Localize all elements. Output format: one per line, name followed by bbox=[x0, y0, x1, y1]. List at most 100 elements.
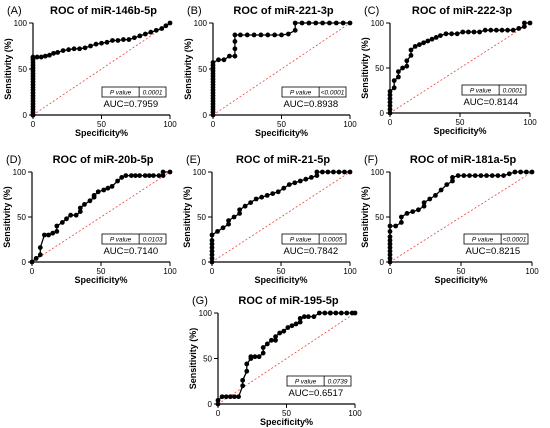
roc-point bbox=[265, 32, 271, 38]
y-tick-label: 0 bbox=[380, 258, 385, 267]
roc-point bbox=[209, 232, 215, 238]
roc-point bbox=[146, 173, 152, 179]
roc-point bbox=[347, 20, 353, 26]
roc-point bbox=[336, 169, 342, 175]
roc-point bbox=[387, 245, 393, 251]
roc-point bbox=[523, 169, 529, 175]
roc-point bbox=[387, 110, 393, 116]
roc-point bbox=[333, 310, 339, 316]
roc-point bbox=[42, 232, 47, 238]
auc-label: AUC=0.7842 bbox=[283, 246, 338, 257]
roc-point bbox=[244, 32, 250, 38]
p-value: 0.0739 bbox=[328, 379, 348, 386]
x-axis-label: Specificity% bbox=[255, 128, 308, 138]
roc-point bbox=[153, 27, 159, 33]
roc-point bbox=[516, 26, 522, 31]
roc-point bbox=[387, 103, 393, 109]
roc-point bbox=[460, 29, 466, 35]
roc-point bbox=[156, 173, 162, 179]
x-tick-label: 100 bbox=[348, 409, 362, 418]
x-tick-label: 100 bbox=[343, 267, 357, 276]
roc-point bbox=[256, 354, 262, 360]
roc-point bbox=[88, 43, 93, 49]
roc-point bbox=[215, 229, 220, 234]
x-axis-label: Specificity% bbox=[434, 275, 487, 285]
reference-diagonal bbox=[389, 171, 533, 263]
roc-point bbox=[232, 53, 238, 59]
x-axis-label: Specificity% bbox=[254, 275, 307, 285]
x-axis-label: Specificity% bbox=[75, 128, 128, 138]
roc-point bbox=[387, 259, 393, 265]
auc-label: AUC=0.8144 bbox=[463, 97, 518, 108]
roc-point bbox=[252, 354, 258, 360]
roc-panel-1: (A) ROC of miR-146b-5p 0 50 100 0 50 100 Specifi… bbox=[3, 5, 177, 138]
roc-point bbox=[87, 198, 93, 204]
chart-title: ROC of miR-20b-5p bbox=[53, 154, 154, 166]
panel-label: (A) bbox=[7, 5, 22, 17]
roc-point bbox=[209, 259, 215, 265]
roc-point bbox=[37, 245, 43, 251]
roc-point bbox=[387, 223, 393, 229]
roc-point bbox=[51, 50, 56, 56]
roc-point bbox=[396, 74, 401, 80]
roc-panel-5: (E) ROC of miR-21-5p 0 50 100 0 50 100 Specifici… bbox=[182, 154, 357, 285]
roc-point bbox=[327, 20, 332, 26]
roc-point bbox=[438, 187, 444, 193]
x-tick-label: 50 bbox=[277, 120, 286, 129]
roc-point bbox=[142, 173, 148, 179]
roc-point bbox=[54, 223, 60, 229]
roc-point bbox=[404, 63, 410, 69]
roc-point bbox=[54, 229, 60, 234]
roc-point bbox=[226, 221, 231, 227]
x-tick-label: 50 bbox=[277, 267, 286, 276]
y-tick-label: 50 bbox=[198, 65, 207, 74]
p-value: <0.0001 bbox=[321, 90, 345, 97]
roc-point bbox=[209, 245, 215, 251]
auc-label: AUC=0.8938 bbox=[283, 99, 338, 110]
roc-point bbox=[209, 256, 215, 261]
x-tick-label: 100 bbox=[163, 120, 177, 129]
roc-point bbox=[338, 310, 344, 316]
roc-point bbox=[484, 173, 489, 179]
roc-point bbox=[512, 169, 518, 175]
roc-point bbox=[123, 173, 129, 179]
roc-point bbox=[331, 169, 336, 175]
reference-diagonal bbox=[217, 312, 356, 405]
roc-point bbox=[119, 175, 125, 180]
roc-point bbox=[30, 112, 36, 118]
roc-point bbox=[55, 50, 61, 55]
roc-point bbox=[272, 32, 278, 38]
p-value-box: P value 0.0005 bbox=[281, 233, 347, 245]
roc-point bbox=[425, 38, 431, 44]
roc-point bbox=[387, 256, 393, 261]
y-tick-label: 100 bbox=[193, 168, 207, 177]
x-tick-label: 100 bbox=[163, 267, 177, 276]
roc-point bbox=[105, 185, 111, 191]
panel-label: (B) bbox=[187, 5, 202, 17]
roc-point bbox=[333, 20, 339, 26]
roc-point bbox=[237, 211, 243, 216]
roc-point bbox=[467, 173, 472, 179]
roc-panel-6: (F) ROC of miR-181a-5p 0 50 100 0 50 100 Specifi… bbox=[360, 154, 539, 285]
roc-point bbox=[527, 20, 533, 26]
roc-point bbox=[404, 211, 410, 216]
y-tick-label: 0 bbox=[22, 258, 27, 267]
roc-point bbox=[391, 85, 397, 91]
roc-point bbox=[93, 41, 99, 47]
roc-point bbox=[477, 29, 482, 35]
roc-point bbox=[260, 350, 266, 356]
chart-title: ROC of miR-146b-5p bbox=[50, 5, 157, 17]
roc-point bbox=[64, 216, 69, 222]
roc-point bbox=[77, 209, 83, 215]
roc-point bbox=[314, 173, 320, 179]
roc-point bbox=[209, 238, 215, 243]
panel-label: (C) bbox=[364, 5, 379, 17]
roc-panel-2: (B) ROC of miR-221-3p 0 50 100 0 50 100 Specific… bbox=[183, 5, 357, 138]
roc-point bbox=[499, 27, 505, 33]
x-tick-label: 0 bbox=[388, 267, 393, 276]
roc-point bbox=[292, 27, 298, 33]
panel-label: (G) bbox=[192, 295, 208, 307]
x-tick-label: 100 bbox=[523, 118, 537, 127]
roc-point bbox=[306, 20, 312, 26]
roc-point bbox=[433, 193, 438, 198]
